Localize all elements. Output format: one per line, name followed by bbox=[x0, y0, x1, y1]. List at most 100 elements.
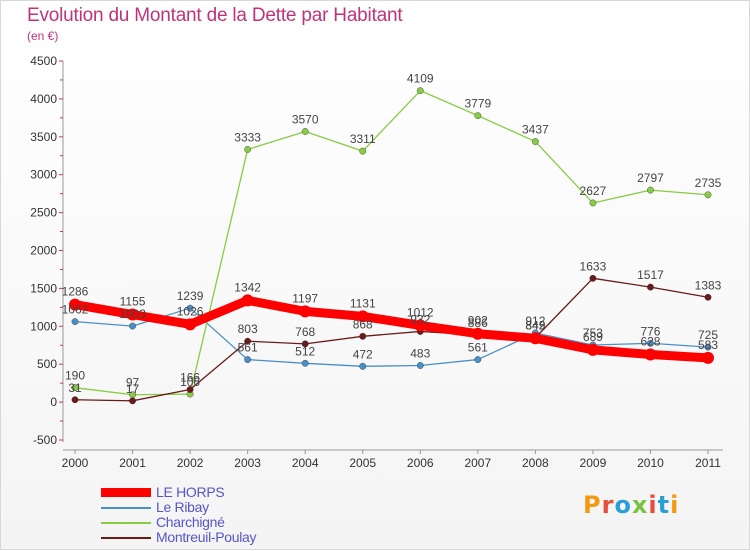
data-point-le-ribay bbox=[359, 362, 367, 370]
y-tick-label: 4500 bbox=[30, 54, 57, 68]
chart-title: Evolution du Montant de la Dette par Hab… bbox=[27, 5, 403, 26]
data-label-le-ribay: 753 bbox=[583, 326, 603, 340]
data-point-le-horps bbox=[184, 318, 197, 331]
data-point-montreuil-poulay bbox=[129, 397, 136, 405]
x-tick-label: 2008 bbox=[522, 456, 549, 470]
data-label-le-horps: 628 bbox=[640, 334, 660, 348]
data-label-charchign-: 2627 bbox=[580, 184, 607, 198]
data-point-le-ribay bbox=[71, 318, 79, 326]
y-tick-label: 2000 bbox=[30, 244, 57, 258]
data-label-le-ribay: 483 bbox=[410, 346, 430, 360]
data-label-le-horps: 1342 bbox=[234, 280, 261, 294]
data-point-le-horps bbox=[69, 298, 81, 311]
data-point-charchign- bbox=[71, 384, 79, 392]
y-tick-label: 0 bbox=[50, 395, 57, 409]
data-label-le-horps: 1012 bbox=[407, 305, 434, 319]
logo-letter: r bbox=[601, 491, 615, 519]
y-tick-label: 1000 bbox=[30, 319, 57, 333]
data-label-le-ribay: 912 bbox=[525, 314, 545, 328]
data-label-montreuil-poulay: 803 bbox=[238, 322, 258, 336]
data-point-le-ribay bbox=[647, 339, 654, 347]
data-point-le-horps bbox=[529, 332, 542, 345]
legend-label: Montreuil-Poulay bbox=[156, 529, 257, 545]
data-label-montreuil-poulay: 17 bbox=[126, 382, 140, 396]
data-label-montreuil-poulay: 886 bbox=[468, 316, 488, 330]
data-point-le-ribay bbox=[416, 362, 424, 369]
data-label-charchign-: 2797 bbox=[637, 171, 664, 185]
data-point-le-horps bbox=[356, 310, 369, 323]
x-tick-label: 2011 bbox=[695, 456, 721, 470]
data-point-charchign- bbox=[704, 191, 712, 199]
data-label-charchign-: 190 bbox=[65, 369, 85, 383]
data-label-le-horps: 1026 bbox=[177, 304, 204, 318]
data-label-le-horps: 842 bbox=[525, 318, 545, 332]
data-label-le-ribay: 561 bbox=[468, 341, 488, 355]
data-point-montreuil-poulay bbox=[301, 340, 309, 348]
data-label-charchign-: 3333 bbox=[234, 130, 261, 144]
legend-swatch bbox=[101, 537, 151, 539]
x-tick-label: 2009 bbox=[580, 456, 607, 470]
legend-label: LE HORPS bbox=[156, 484, 225, 500]
y-tick-label: 3000 bbox=[30, 168, 57, 182]
data-point-charchign- bbox=[359, 147, 367, 155]
data-label-le-ribay: 472 bbox=[353, 347, 373, 361]
data-point-charchign- bbox=[244, 146, 252, 153]
series-line-charchign- bbox=[74, 89, 709, 396]
data-point-le-horps bbox=[471, 327, 484, 340]
y-tick-label: -500 bbox=[33, 433, 57, 447]
data-point-le-horps bbox=[241, 294, 254, 307]
logo-letter: P bbox=[583, 491, 602, 519]
data-label-montreuil-poulay: 768 bbox=[295, 325, 315, 339]
data-label-le-horps: 583 bbox=[698, 338, 718, 352]
data-point-charchign- bbox=[589, 199, 597, 207]
data-point-charchign- bbox=[301, 128, 309, 135]
data-labels-layer: 1286 1155 1026 1342 1197 1131 1012 902 842 689 628… bbox=[62, 72, 722, 396]
legend-swatch bbox=[101, 488, 151, 497]
data-point-charchign- bbox=[416, 87, 424, 95]
data-point-le-horps bbox=[586, 343, 599, 356]
data-label-montreuil-poulay: 1633 bbox=[580, 259, 607, 273]
x-tick-label: 2001 bbox=[119, 456, 146, 470]
data-point-montreuil-poulay bbox=[359, 332, 367, 340]
data-point-le-ribay bbox=[244, 356, 252, 363]
x-tick-label: 2010 bbox=[637, 456, 664, 470]
data-point-le-horps bbox=[414, 319, 427, 332]
data-point-le-ribay bbox=[301, 359, 309, 367]
data-label-le-ribay: 1239 bbox=[177, 289, 204, 303]
data-point-le-ribay bbox=[704, 343, 712, 351]
data-label-le-horps: 1286 bbox=[62, 285, 89, 299]
logo-letter: i bbox=[648, 491, 658, 519]
logo-letter: t bbox=[657, 491, 671, 519]
legend-swatch bbox=[101, 507, 151, 509]
logo-letter: o bbox=[614, 491, 632, 519]
series-line-le-ribay bbox=[74, 307, 709, 367]
data-point-le-ribay bbox=[474, 356, 482, 363]
logo-letter: x bbox=[631, 491, 649, 519]
data-point-le-horps bbox=[299, 305, 312, 318]
data-label-montreuil-poulay: 932 bbox=[410, 312, 430, 326]
data-point-montreuil-poulay bbox=[186, 386, 194, 393]
legend-swatch bbox=[101, 522, 151, 524]
data-label-le-horps: 1131 bbox=[350, 296, 376, 310]
logo-letter: i bbox=[670, 491, 680, 519]
data-point-le-horps bbox=[126, 308, 139, 321]
y-tick-label: 2500 bbox=[30, 206, 57, 220]
legend-label: Le Ribay bbox=[156, 499, 209, 515]
data-label-charchign-: 106 bbox=[180, 375, 200, 389]
data-point-montreuil-poulay bbox=[244, 337, 252, 345]
data-label-montreuil-poulay: 166 bbox=[180, 371, 200, 385]
data-label-le-ribay: 512 bbox=[295, 344, 315, 358]
data-label-montreuil-poulay: 868 bbox=[353, 317, 373, 331]
data-label-charchign-: 4109 bbox=[407, 72, 434, 86]
data-label-le-horps: 902 bbox=[468, 314, 488, 328]
series-line-le-horps bbox=[70, 295, 713, 363]
series-layer bbox=[69, 87, 714, 405]
data-label-le-horps: 1155 bbox=[120, 295, 146, 309]
x-tick-label: 2005 bbox=[349, 456, 376, 470]
data-point-charchign- bbox=[531, 138, 539, 145]
x-tick-label: 2002 bbox=[177, 456, 204, 470]
data-point-le-ribay bbox=[186, 304, 194, 312]
series-line-montreuil-poulay bbox=[74, 277, 709, 402]
